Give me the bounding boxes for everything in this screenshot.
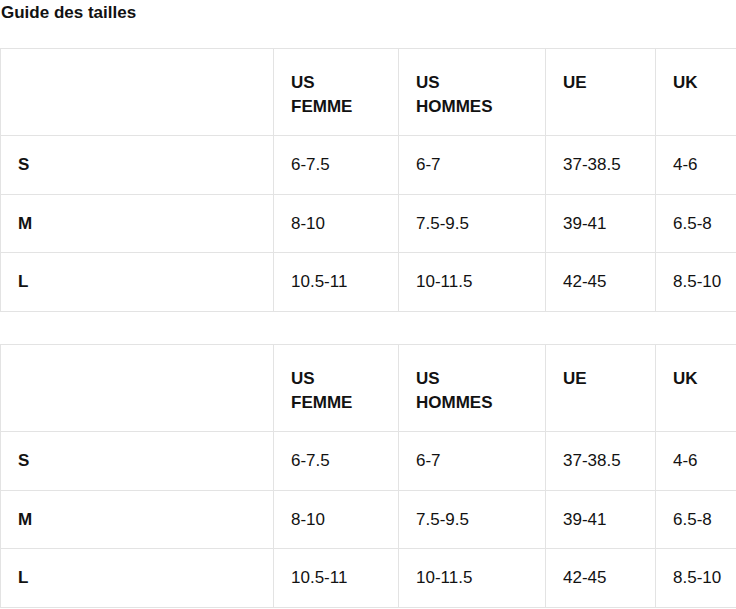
size-cell: 10.5-11 [274,253,399,312]
column-header-empty [1,49,274,136]
size-guide-page: Guide des tailles US FEMME US HOMMES UE … [0,0,736,609]
row-label: M [1,194,274,253]
size-cell: 39-41 [546,490,656,549]
row-label: S [1,136,274,195]
size-cell: 8-10 [274,490,399,549]
table-row-m: M 8-10 7.5-9.5 39-41 6.5-8 [1,490,736,549]
size-cell: 7.5-9.5 [399,490,546,549]
row-label: M [1,490,274,549]
size-cell: 10-11.5 [399,549,546,608]
size-table-1: US FEMME US HOMMES UE UK S 6-7.5 6-7 37-… [0,48,736,312]
size-cell: 8-10 [274,194,399,253]
table-row-l: L 10.5-11 10-11.5 42-45 8.5-10 [1,549,736,608]
column-header-uk: UK [656,49,736,136]
column-header-uk: UK [656,345,736,432]
table-row-s: S 6-7.5 6-7 37-38.5 4-6 [1,432,736,491]
table-row-l: L 10.5-11 10-11.5 42-45 8.5-10 [1,253,736,312]
size-cell: 6.5-8 [656,490,736,549]
column-header-empty [1,345,274,432]
column-header-us-femme: US FEMME [274,49,399,136]
size-cell: 10-11.5 [399,253,546,312]
size-cell: 6-7.5 [274,136,399,195]
size-cell: 37-38.5 [546,136,656,195]
size-cell: 39-41 [546,194,656,253]
size-cell: 7.5-9.5 [399,194,546,253]
size-cell: 6-7 [399,136,546,195]
size-cell: 6-7 [399,432,546,491]
table-header-row: US FEMME US HOMMES UE UK [1,49,736,136]
size-cell: 37-38.5 [546,432,656,491]
size-cell: 42-45 [546,253,656,312]
row-label: L [1,549,274,608]
size-cell: 42-45 [546,549,656,608]
size-cell: 8.5-10 [656,253,736,312]
column-header-us-hommes: US HOMMES [399,345,546,432]
size-cell: 10.5-11 [274,549,399,608]
column-header-us-femme: US FEMME [274,345,399,432]
column-header-us-hommes: US HOMMES [399,49,546,136]
table-row-s: S 6-7.5 6-7 37-38.5 4-6 [1,136,736,195]
table-header-row: US FEMME US HOMMES UE UK [1,345,736,432]
row-label: L [1,253,274,312]
column-header-ue: UE [546,345,656,432]
size-cell: 4-6 [656,432,736,491]
column-header-ue: UE [546,49,656,136]
size-cell: 8.5-10 [656,549,736,608]
page-title: Guide des tailles [0,0,736,23]
row-label: S [1,432,274,491]
size-cell: 6-7.5 [274,432,399,491]
size-table-2: US FEMME US HOMMES UE UK S 6-7.5 6-7 37-… [0,344,736,608]
size-cell: 6.5-8 [656,194,736,253]
table-row-m: M 8-10 7.5-9.5 39-41 6.5-8 [1,194,736,253]
size-cell: 4-6 [656,136,736,195]
